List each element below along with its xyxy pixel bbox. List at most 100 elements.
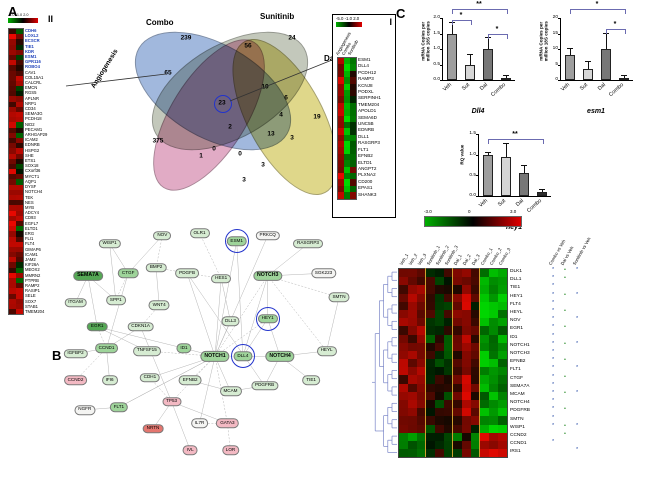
- heatmap-cell: [350, 58, 356, 65]
- heatmap-cell: [16, 231, 23, 237]
- network-node: SMTN: [328, 292, 350, 303]
- inset2-scale-ticks: -5.0 -1.0 2.0: [8, 13, 29, 17]
- significance-marker: •: [564, 406, 566, 413]
- heatmap-cell: [344, 128, 350, 135]
- network-edge: [214, 241, 237, 357]
- heatmap-cell: [435, 350, 444, 360]
- chart-error-cap: [539, 189, 545, 191]
- heatmap-cell: [350, 160, 356, 167]
- heatmap-cell: [480, 293, 489, 302]
- gene-name: APOLD1: [358, 108, 377, 114]
- heatmap-cell: [350, 109, 356, 116]
- network-edge: [267, 275, 327, 352]
- significance-marker: *: [576, 291, 579, 298]
- heatmap-cell: [344, 192, 350, 199]
- heatmap-cell: [9, 86, 16, 92]
- heatmap-cell: [480, 334, 489, 343]
- heatmap-cell: [426, 391, 435, 400]
- network-edge: [109, 243, 129, 274]
- gene-name: PCDH18: [25, 116, 42, 122]
- heatmap-cell: [9, 267, 16, 273]
- heatmap-cell: [16, 184, 23, 190]
- heatmap-row-label: NOTCH1: [510, 342, 530, 348]
- heatmap-cell: [344, 185, 350, 193]
- heatmap-cell: [16, 205, 23, 211]
- heatmap-cell: [16, 54, 23, 61]
- heatmap-cell: [350, 173, 356, 180]
- heatmap-cell: [489, 285, 498, 294]
- gene-name: EMCN: [25, 85, 38, 91]
- heatmap-cell: [453, 318, 462, 327]
- heatmap-column-label: Dal_3: [470, 253, 481, 266]
- heatmap-cell: [9, 246, 16, 253]
- heatmap-cell: [338, 58, 344, 65]
- gene-name: ROBO4: [25, 64, 40, 70]
- chart-bar: [482, 49, 494, 80]
- network-node: SPP1: [105, 295, 126, 305]
- heatmap-cell: [471, 277, 480, 286]
- significance-bracket: [488, 138, 544, 144]
- heatmap-row-label: TIE1: [510, 285, 521, 291]
- heatmap-cell: [435, 383, 444, 392]
- significance-marker: *: [552, 422, 555, 429]
- heatmap-cell: [480, 424, 489, 433]
- network-edge: [236, 241, 244, 357]
- network-node: EFNB2: [178, 375, 202, 386]
- heatmap-cell: [16, 143, 23, 149]
- gene-name: MMRN2: [25, 272, 41, 278]
- heatmap-cell: [444, 408, 453, 417]
- network-edge: [109, 243, 117, 301]
- chart-y-tickmark: [558, 64, 561, 66]
- heatmap-cell: [9, 39, 16, 45]
- network-highlight-circle: [230, 344, 255, 369]
- heatmap-cell: [9, 49, 16, 55]
- network-highlight-circle: [224, 229, 249, 254]
- heatmap-cell: [471, 359, 480, 368]
- heatmap-cell: [399, 301, 408, 310]
- network-node: ITGAM: [64, 297, 87, 308]
- heatmap-cell: [435, 334, 444, 343]
- heatmap-cell: [350, 166, 356, 174]
- heatmap-cell: [471, 285, 480, 294]
- network-node: IFI6: [101, 375, 118, 386]
- heatmap-cell: [462, 285, 471, 294]
- heatmap-cell: [338, 96, 344, 103]
- significance-bracket: [488, 33, 508, 39]
- gene-name: ADCY4: [25, 210, 39, 216]
- heatmap-cell: [9, 195, 16, 201]
- heatmap-cell: [480, 301, 489, 310]
- chart-error-line: [542, 190, 543, 192]
- gene-name: TEK: [25, 194, 34, 200]
- heatmap-cell: [435, 309, 444, 319]
- heatmap-cell: [462, 449, 471, 458]
- heatmap-cell: [426, 416, 435, 425]
- heatmap-cell: [480, 391, 489, 400]
- gene-name: COL15A1: [25, 74, 44, 80]
- gene-name: DLL1: [358, 133, 369, 139]
- chart-y-tickmark: [440, 18, 443, 19]
- heatmap-cell: [471, 367, 480, 376]
- heatmap-cell: [16, 117, 23, 123]
- chart-error-cap: [567, 48, 573, 49]
- gene-name: ERG: [25, 230, 35, 236]
- gene-name: CD200: [358, 178, 373, 184]
- gene-name: DYSF: [25, 184, 37, 190]
- heatmap-cell: [498, 293, 507, 302]
- heatmap-row-label: NOTCH3: [510, 351, 530, 357]
- chart-y-tickmark: [440, 33, 443, 35]
- chart-error-line: [506, 144, 507, 157]
- heatmap-cell: [471, 326, 480, 335]
- heatmap-cell: [489, 342, 498, 351]
- heatmap-cell: [350, 153, 356, 161]
- significance-marker: *: [552, 275, 555, 282]
- heatmap-cell: [9, 101, 16, 107]
- heatmap-cell: [399, 408, 408, 417]
- heatmap-cell: [471, 342, 480, 351]
- inset1-heatmap-grid: [337, 57, 357, 200]
- heatmap-row-label: SEMA7A: [510, 383, 530, 389]
- chart-bar: [600, 49, 612, 80]
- heatmap-cell: [9, 34, 16, 40]
- heatmap-cell: [9, 252, 16, 258]
- chart-bar: [464, 64, 476, 80]
- heatmap-cell: [399, 440, 408, 450]
